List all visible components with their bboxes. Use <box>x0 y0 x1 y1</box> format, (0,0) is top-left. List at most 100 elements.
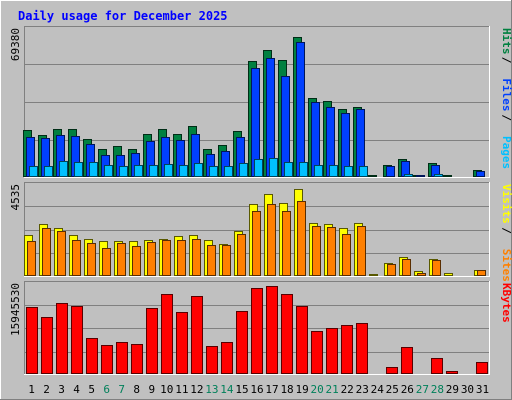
bar-pages-day-4 <box>74 162 83 177</box>
bar-pages-day-14 <box>224 166 233 177</box>
bar-kbytes-day-15 <box>236 311 248 374</box>
bar-sites-day-9 <box>147 242 156 276</box>
bar-pages-day-1 <box>29 166 38 177</box>
legend-hits: Hits <box>500 28 512 55</box>
bar-pages-day-10 <box>164 164 173 177</box>
x-label-day-9: 9 <box>148 383 155 396</box>
bar-sites-day-3 <box>57 231 66 276</box>
bar-pages-day-15 <box>239 163 248 177</box>
bar-kbytes-day-2 <box>41 317 53 374</box>
bar-kbytes-day-11 <box>176 312 188 374</box>
panel-2: 4535 Visits / Sites <box>9 182 512 282</box>
bar-files-day-31 <box>476 171 485 177</box>
bar-kbytes-day-26 <box>401 347 413 374</box>
bar-sites-day-25 <box>387 264 396 276</box>
legend-separator: / <box>500 114 512 121</box>
y-max-label: 15945530 <box>9 283 22 336</box>
bar-files-day-25 <box>386 166 395 177</box>
bar-pages-day-18 <box>284 162 293 177</box>
x-label-day-8: 8 <box>133 383 140 396</box>
x-label-day-5: 5 <box>88 383 95 396</box>
x-label-day-3: 3 <box>58 383 65 396</box>
bar-sites-day-7 <box>117 243 126 276</box>
bar-kbytes-day-7 <box>116 342 128 374</box>
bar-pages-day-9 <box>149 165 158 177</box>
x-label-day-21: 21 <box>326 383 339 396</box>
bar-pages-day-16 <box>254 159 263 177</box>
x-label-day-6: 6 <box>103 383 110 396</box>
bar-pages-day-26 <box>404 174 413 177</box>
bar-kbytes-day-18 <box>281 294 293 374</box>
bar-visits-day-29 <box>444 273 453 276</box>
bar-sites-day-6 <box>102 248 111 276</box>
bar-pages-day-11 <box>179 165 188 177</box>
bar-pages-day-23 <box>359 166 368 177</box>
x-label-day-16: 16 <box>250 383 263 396</box>
bar-sites-day-27 <box>417 273 426 276</box>
x-label-day-14: 14 <box>220 383 234 396</box>
bar-kbytes-day-13 <box>206 346 218 374</box>
panel-3: 15945530 KBytes <box>9 281 512 375</box>
bar-kbytes-day-16 <box>251 288 263 374</box>
bar-kbytes-day-25 <box>386 367 398 374</box>
bar-kbytes-day-5 <box>86 338 98 374</box>
bar-kbytes-day-23 <box>356 323 368 374</box>
bar-pages-day-21 <box>329 165 338 177</box>
bar-pages-day-20 <box>314 165 323 177</box>
bar-pages-day-17 <box>269 158 278 177</box>
bar-sites-day-17 <box>267 204 276 276</box>
bar-sites-day-2 <box>42 228 51 276</box>
bar-pages-day-13 <box>209 166 218 177</box>
bar-sites-day-1 <box>27 241 36 276</box>
bar-kbytes-day-4 <box>71 306 83 374</box>
bar-sites-day-22 <box>342 234 351 276</box>
legend-separator: / <box>500 57 512 64</box>
x-label-day-29: 29 <box>446 383 459 396</box>
panel-1: 69380 Hits / Files / Pages <box>9 26 512 178</box>
bar-kbytes-day-8 <box>131 344 143 374</box>
legend-panel-2: Visits / Sites <box>500 184 512 282</box>
bar-files-day-27 <box>416 175 425 177</box>
bar-kbytes-day-20 <box>311 331 323 374</box>
x-label-day-24: 24 <box>371 383 385 396</box>
bar-kbytes-day-28 <box>431 358 443 374</box>
legend-files: Files <box>500 78 512 111</box>
bar-sites-day-23 <box>357 226 366 276</box>
bar-visits-day-24 <box>369 274 378 276</box>
bar-sites-day-20 <box>312 226 321 276</box>
bar-pages-day-6 <box>104 165 113 177</box>
bar-kbytes-day-1 <box>26 307 38 374</box>
x-axis-day-labels: 1 2 3 4 5 6 7 8 9 10 11 12 13 14 15 16 17 18 19 20 21 22 23 24 2… <box>28 383 489 396</box>
bar-pages-day-5 <box>89 162 98 177</box>
x-label-day-17: 17 <box>265 383 278 396</box>
bar-sites-day-14 <box>222 245 231 276</box>
bar-sites-day-13 <box>207 245 216 276</box>
x-label-day-10: 10 <box>160 383 173 396</box>
bar-kbytes-day-21 <box>326 328 338 374</box>
bar-pages-day-22 <box>344 166 353 177</box>
x-label-day-26: 26 <box>401 383 414 396</box>
bar-sites-day-10 <box>162 240 171 276</box>
bar-pages-day-3 <box>59 161 68 177</box>
bar-pages-day-19 <box>299 162 308 177</box>
x-label-day-22: 22 <box>341 383 354 396</box>
bar-hits-day-24 <box>368 175 377 177</box>
legend-sites: Sites <box>500 249 512 282</box>
x-label-day-13: 13 <box>205 383 218 396</box>
x-label-day-19: 19 <box>295 383 308 396</box>
legend-pages: Pages <box>500 136 512 169</box>
legend-visits: Visits <box>500 184 512 224</box>
bar-kbytes-day-6 <box>101 345 113 374</box>
bar-kbytes-day-12 <box>191 296 203 374</box>
x-label-day-31: 31 <box>476 383 489 396</box>
bar-sites-day-26 <box>402 259 411 276</box>
bar-sites-day-8 <box>132 246 141 276</box>
y-max-label: 4535 <box>9 184 22 211</box>
bar-pages-day-12 <box>194 163 203 177</box>
bar-kbytes-day-10 <box>161 294 173 374</box>
x-label-day-4: 4 <box>73 383 80 396</box>
bar-sites-day-12 <box>192 239 201 276</box>
bar-pages-day-7 <box>119 166 128 177</box>
bar-sites-day-16 <box>252 211 261 276</box>
